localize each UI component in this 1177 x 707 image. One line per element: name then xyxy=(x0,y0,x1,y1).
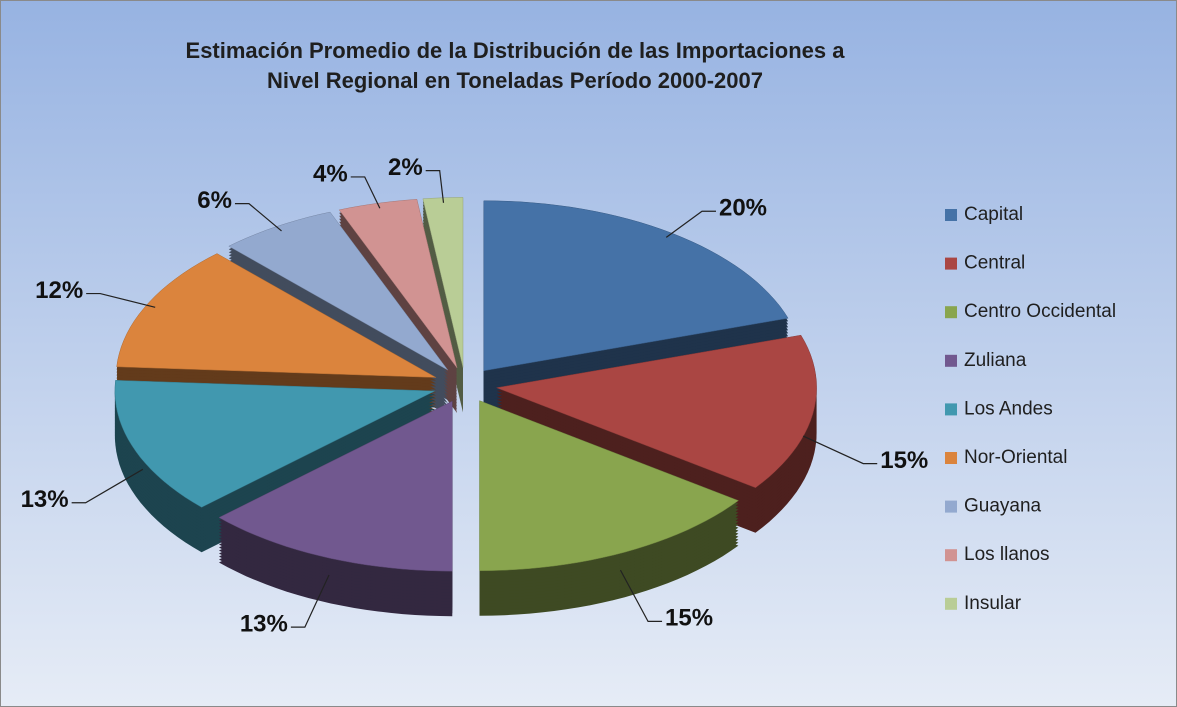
leader-line xyxy=(665,210,716,238)
data-label: 15% xyxy=(880,447,928,474)
legend-label: Nor-Oriental xyxy=(964,447,1067,468)
data-label: 15% xyxy=(665,605,713,632)
leader-line xyxy=(425,170,445,203)
legend-label: Los Andes xyxy=(964,398,1053,419)
chart-title: Estimación Promedio de la Distribución d… xyxy=(185,38,845,93)
legend-label: Centro Occidental xyxy=(964,301,1116,322)
data-label: 12% xyxy=(35,277,83,304)
legend-swatch xyxy=(945,257,957,270)
slice xyxy=(479,400,739,571)
legend-label: Insular xyxy=(964,593,1022,614)
leader-line xyxy=(86,292,156,308)
legend-swatch xyxy=(945,597,957,610)
legend-swatch xyxy=(945,452,957,464)
slice xyxy=(495,334,817,488)
leader-line xyxy=(619,569,663,622)
leader-line xyxy=(350,176,381,209)
slice xyxy=(114,380,436,508)
legend-swatch xyxy=(945,500,957,513)
legend-label: Zuliana xyxy=(964,350,1027,371)
pie: 20% 15% 15% 13% 13% 12% 6% 4% 2% xyxy=(21,154,929,638)
legend-label: Guayana xyxy=(964,496,1042,517)
legend-swatch xyxy=(945,209,957,221)
leader-line xyxy=(290,574,330,628)
legend-swatch xyxy=(945,549,957,562)
data-label: 6% xyxy=(197,187,232,214)
data-label: 13% xyxy=(21,486,69,513)
legend-label: Capital xyxy=(964,204,1023,225)
legend-label: Los llanos xyxy=(964,544,1050,565)
legend-swatch xyxy=(945,354,957,367)
slice xyxy=(218,400,453,572)
legend-swatch xyxy=(945,403,957,416)
leader-line xyxy=(802,435,878,465)
leader-line xyxy=(234,203,282,232)
legend-label: Central xyxy=(964,253,1025,274)
legend-swatch xyxy=(945,306,957,319)
legend: Capital Central Centro Occidental Zuliana Lo… xyxy=(945,204,1116,614)
data-label: 2% xyxy=(388,154,423,181)
data-label: 4% xyxy=(313,160,348,187)
data-label: 20% xyxy=(719,195,767,222)
data-label: 13% xyxy=(240,610,288,637)
leader-line xyxy=(71,468,144,504)
